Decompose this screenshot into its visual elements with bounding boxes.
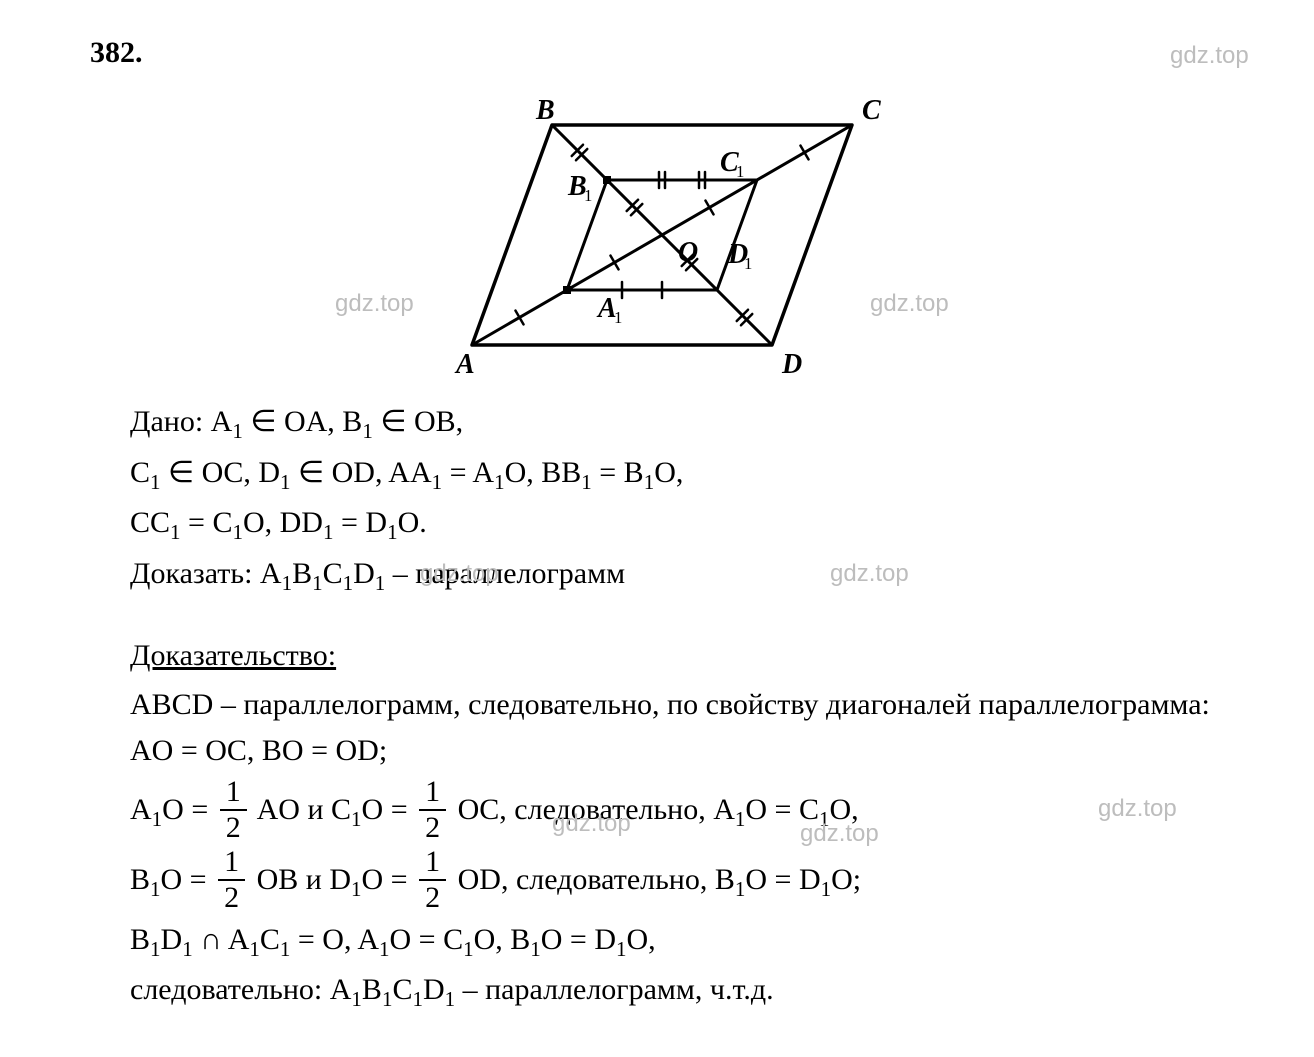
- given-line-3: CC1 = C1O, DD1 = D1O.: [90, 500, 1234, 549]
- fraction-1: 1 2: [220, 777, 247, 843]
- svg-text:C: C: [862, 95, 881, 126]
- solution-body: Дано: A1 ∈ OA, B1 ∈ OB, C1 ∈ OC, D1 ∈ OD…: [90, 399, 1234, 1016]
- proof-final-1: B1D1 ∩ A1C1 = O, A1O = C1O, B1O = D1O,: [90, 917, 1234, 966]
- frac-den: 2: [419, 881, 446, 913]
- svg-text:D: D: [781, 349, 802, 375]
- eq2-mid1: OB и D1O =: [257, 863, 416, 896]
- parallelogram-diagram: ABCDOA1B1C1D1: [402, 85, 922, 375]
- prove-text: A1B1C1D1 – параллелограмм: [260, 557, 625, 590]
- page-root: 382. ABCDOA1B1C1D1 Дано: A1 ∈ OA, B1 ∈ O…: [0, 0, 1314, 1048]
- eq1-mid2: OC, следовательно, A1O = C1O,: [458, 793, 859, 826]
- frac-num: 1: [419, 777, 446, 811]
- svg-text:1: 1: [584, 186, 592, 205]
- frac-den: 2: [220, 811, 247, 843]
- svg-text:B: B: [535, 95, 555, 126]
- eq1-mid1: AO и C1O =: [257, 793, 416, 826]
- proof-label: Доказательство:: [130, 639, 336, 672]
- svg-text:O: O: [678, 237, 698, 268]
- proof-eq-2: B1O = 1 2 OB и D1O = 1 2 OD, следователь…: [90, 847, 1234, 915]
- prove-block: Доказать: A1B1C1D1 – параллелограмм: [90, 551, 1234, 600]
- diagram-container: ABCDOA1B1C1D1: [90, 85, 1234, 390]
- frac-num: 1: [220, 777, 247, 811]
- fraction-4: 1 2: [419, 847, 446, 913]
- fraction-3: 1 2: [218, 847, 245, 913]
- svg-text:1: 1: [614, 308, 622, 327]
- given-line-2: C1 ∈ OC, D1 ∈ OD, AA1 = A1O, BB1 = B1O,: [90, 450, 1234, 499]
- frac-num: 1: [419, 847, 446, 881]
- prove-label: Доказать:: [130, 557, 252, 590]
- eq2-left: B1O =: [130, 863, 214, 896]
- svg-text:1: 1: [736, 162, 744, 181]
- svg-text:A: A: [454, 349, 475, 375]
- svg-text:1: 1: [744, 254, 752, 273]
- problem-number: 382.: [90, 30, 1234, 77]
- frac-den: 2: [218, 881, 245, 913]
- eq1-left: A1O =: [130, 793, 216, 826]
- frac-den: 2: [419, 811, 446, 843]
- proof-final-2: следовательно: A1B1C1D1 – параллелограмм…: [90, 967, 1234, 1016]
- given-block: Дано: A1 ∈ OA, B1 ∈ OB,: [90, 399, 1234, 448]
- proof-label-block: Доказательство:: [90, 633, 1234, 680]
- frac-num: 1: [218, 847, 245, 881]
- fraction-2: 1 2: [419, 777, 446, 843]
- given-line-1: A1 ∈ OA, B1 ∈ OB,: [211, 405, 463, 438]
- given-label: Дано:: [130, 405, 203, 438]
- proof-eq-1: A1O = 1 2 AO и C1O = 1 2 OC, следователь…: [90, 777, 1234, 845]
- eq2-mid2: OD, следовательно, B1O = D1O;: [458, 863, 862, 896]
- proof-intro: ABCD – параллелограмм, следовательно, по…: [90, 682, 1234, 775]
